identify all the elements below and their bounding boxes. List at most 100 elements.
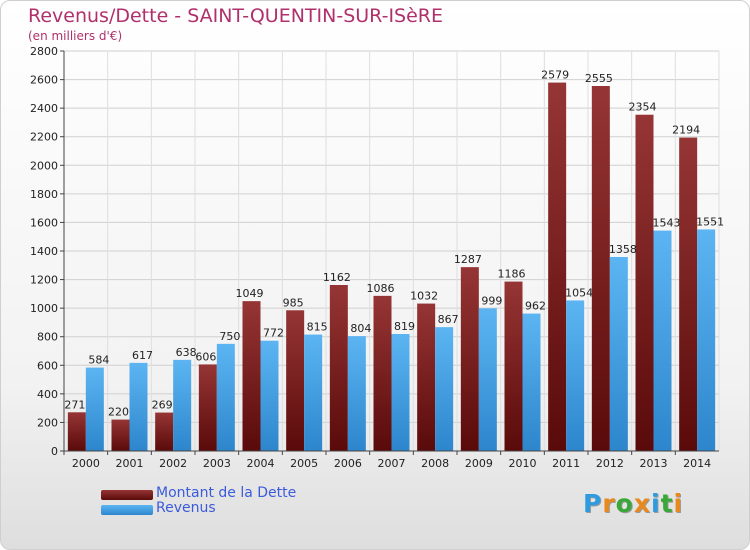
- y-tick-label: 1000: [30, 302, 58, 315]
- data-label-dette: 2354: [629, 101, 657, 114]
- data-label-dette: 2555: [585, 72, 613, 85]
- x-tick-label: 2007: [378, 457, 406, 470]
- bar-dette: [373, 295, 392, 451]
- bar-revenus: [566, 300, 585, 451]
- x-tick-label: 2011: [552, 457, 580, 470]
- bar-revenus: [522, 313, 541, 451]
- data-label-revenus: 1551: [696, 215, 724, 228]
- data-label-dette: 1049: [236, 287, 264, 300]
- data-label-revenus: 772: [263, 327, 284, 340]
- logo-letter: o: [615, 489, 634, 518]
- data-label-dette: 1287: [454, 253, 482, 266]
- bar-revenus: [173, 359, 192, 451]
- bar-dette: [111, 419, 130, 451]
- x-tick-label: 2002: [159, 457, 187, 470]
- y-tick-label: 0: [51, 445, 58, 458]
- y-tick-label: 600: [37, 359, 58, 372]
- data-label-revenus: 815: [307, 321, 328, 334]
- data-label-dette: 2194: [672, 124, 700, 137]
- logo-letter: P: [583, 489, 603, 518]
- logo-letter: i: [673, 489, 684, 518]
- x-tick-label: 2004: [247, 457, 275, 470]
- bar-revenus: [304, 334, 323, 451]
- data-label-revenus: 962: [525, 300, 546, 313]
- y-tick-label: 800: [37, 331, 58, 344]
- bar-dette: [417, 303, 436, 451]
- x-tick-label: 2013: [640, 457, 668, 470]
- bar-dette: [548, 82, 567, 452]
- bar-dette: [460, 267, 479, 451]
- bar-dette: [635, 114, 654, 451]
- bar-dette: [504, 281, 523, 451]
- bar-dette: [679, 137, 698, 452]
- data-label-revenus: 867: [438, 313, 459, 326]
- bar-dette: [67, 412, 86, 451]
- y-tick-label: 1600: [30, 216, 58, 229]
- x-tick-label: 2012: [596, 457, 624, 470]
- bar-revenus: [85, 367, 104, 451]
- bar-revenus: [216, 343, 235, 451]
- data-label-dette: 269: [152, 399, 173, 412]
- axis-layer: 0 200 400 600 800 1000 1200 1400 1600 1800 2000 220…: [30, 45, 719, 470]
- data-label-dette: 271: [64, 398, 85, 411]
- x-tick-label: 2006: [334, 457, 362, 470]
- bar-dette: [198, 364, 217, 451]
- data-label-dette: 1032: [410, 290, 438, 303]
- bar-revenus: [347, 336, 366, 451]
- proxiti-logo: Proxiti: [583, 489, 683, 518]
- x-tick-label: 2000: [72, 457, 100, 470]
- data-label-revenus: 750: [219, 330, 240, 343]
- bar-revenus: [435, 327, 454, 451]
- bar-revenus: [697, 229, 716, 451]
- data-label-dette: 1162: [323, 271, 351, 284]
- y-tick-label: 200: [37, 416, 58, 429]
- legend-label-revenus: Revenus: [156, 500, 216, 516]
- logo-letter: r: [602, 489, 616, 518]
- bar-revenus: [478, 308, 497, 451]
- data-label-dette: 1186: [498, 268, 526, 281]
- data-label-dette: 985: [283, 296, 304, 309]
- data-label-dette: 1086: [367, 282, 395, 295]
- x-tick-label: 2010: [509, 457, 537, 470]
- data-label-dette: 220: [108, 406, 129, 419]
- chart-title: Revenus/Dette - SAINT-QUENTIN-SUR-ISèRE: [28, 5, 444, 27]
- y-tick-label: 2600: [30, 74, 58, 87]
- data-label-revenus: 819: [394, 320, 415, 333]
- bar-revenus: [260, 340, 279, 451]
- y-tick-label: 1400: [30, 245, 58, 258]
- bar-dette: [155, 412, 174, 451]
- bar-dette: [591, 86, 610, 451]
- logo-letter: x: [633, 489, 651, 518]
- bar-dette: [286, 310, 305, 451]
- logo-letter: t: [660, 489, 674, 518]
- bar-dette: [242, 301, 261, 451]
- data-label-revenus: 584: [88, 354, 109, 367]
- data-label-revenus: 1358: [609, 243, 637, 256]
- y-tick-label: 2400: [30, 102, 58, 115]
- x-tick-label: 2001: [116, 457, 144, 470]
- chart-subtitle: (en milliers d'€): [28, 29, 123, 43]
- x-tick-label: 2008: [421, 457, 449, 470]
- x-tick-label: 2005: [290, 457, 318, 470]
- data-label-revenus: 999: [481, 294, 502, 307]
- bar-revenus: [653, 230, 672, 451]
- legend-label-dette: Montant de la Dette: [156, 485, 297, 501]
- bars-layer: [67, 82, 716, 452]
- data-label-revenus: 804: [350, 322, 371, 335]
- bar-revenus: [609, 257, 628, 451]
- y-tick-label: 2800: [30, 45, 58, 58]
- bar-dette: [329, 285, 348, 451]
- data-label-revenus: 617: [132, 349, 153, 362]
- logo-letter: i: [651, 489, 661, 518]
- data-label-dette: 606: [195, 350, 216, 363]
- x-tick-label: 2014: [683, 457, 711, 470]
- data-label-revenus: 638: [176, 346, 197, 359]
- x-tick-label: 2003: [203, 457, 231, 470]
- data-label-revenus: 1054: [565, 286, 593, 299]
- y-tick-label: 1800: [30, 188, 58, 201]
- legend-swatch-revenus: [101, 505, 153, 515]
- x-tick-label: 2009: [465, 457, 493, 470]
